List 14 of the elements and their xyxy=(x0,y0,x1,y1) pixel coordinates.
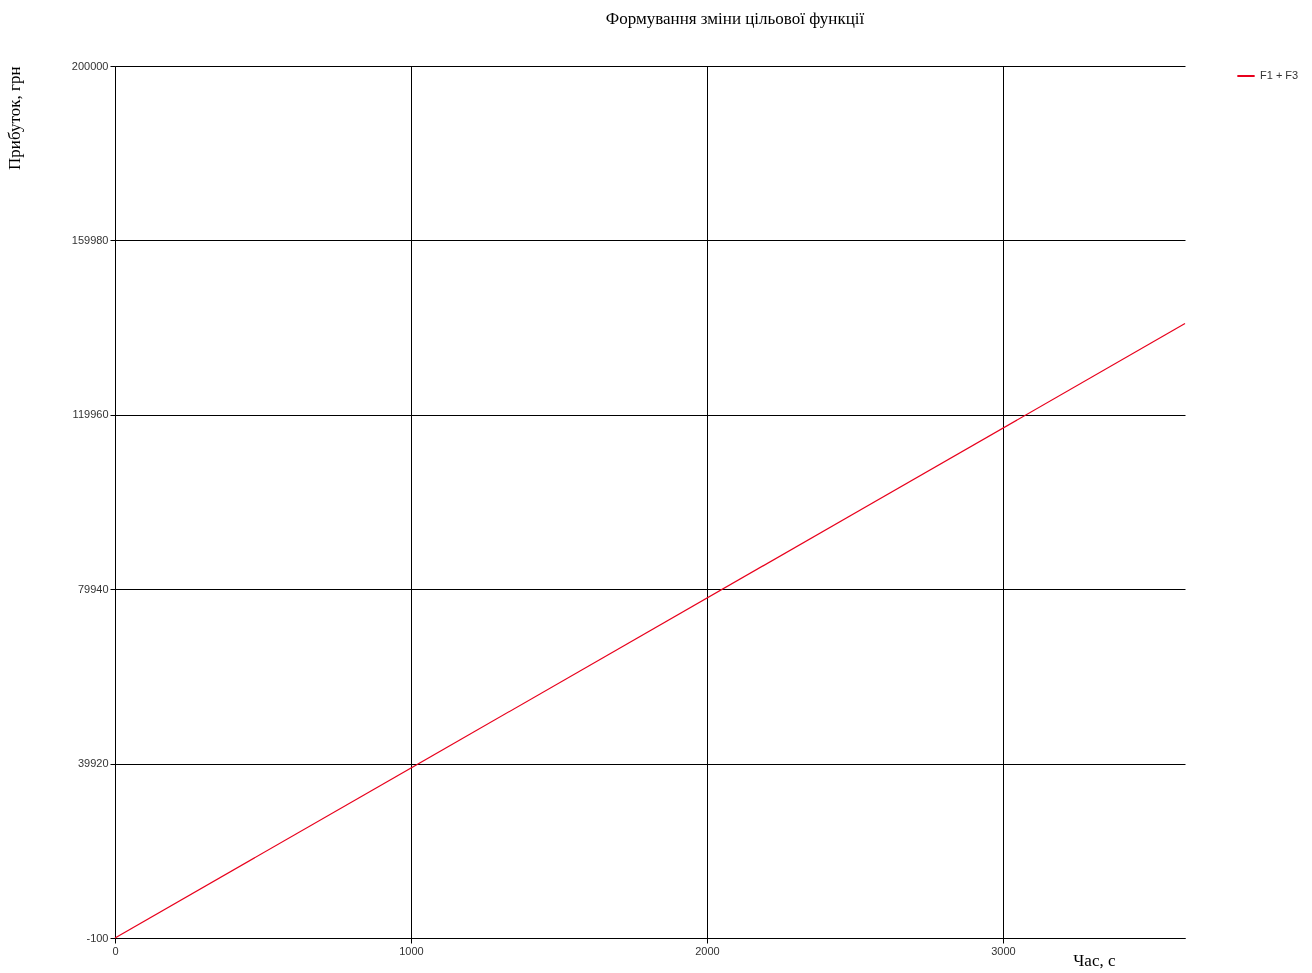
x-tick-label: 1000 xyxy=(399,944,424,957)
y-tick-label: 200000 xyxy=(71,59,109,72)
y-tick-label: 79940 xyxy=(77,582,109,595)
x-axis-title: Час, с xyxy=(1073,950,1116,970)
legend-label: F1 + F3 xyxy=(1260,69,1299,81)
chart-title: Формування зміни цільової функції xyxy=(605,9,865,28)
y-axis-title: Прибуток, грн xyxy=(4,66,24,170)
y-tick-label: -100 xyxy=(86,931,109,944)
x-tick-label: 0 xyxy=(112,944,119,957)
y-tick-label: 39920 xyxy=(77,757,109,770)
y-tick-label: 159980 xyxy=(71,233,109,246)
x-tick-label: 3000 xyxy=(991,944,1016,957)
y-tick-label: 119960 xyxy=(72,408,109,421)
x-tick-label: 2000 xyxy=(695,944,720,957)
